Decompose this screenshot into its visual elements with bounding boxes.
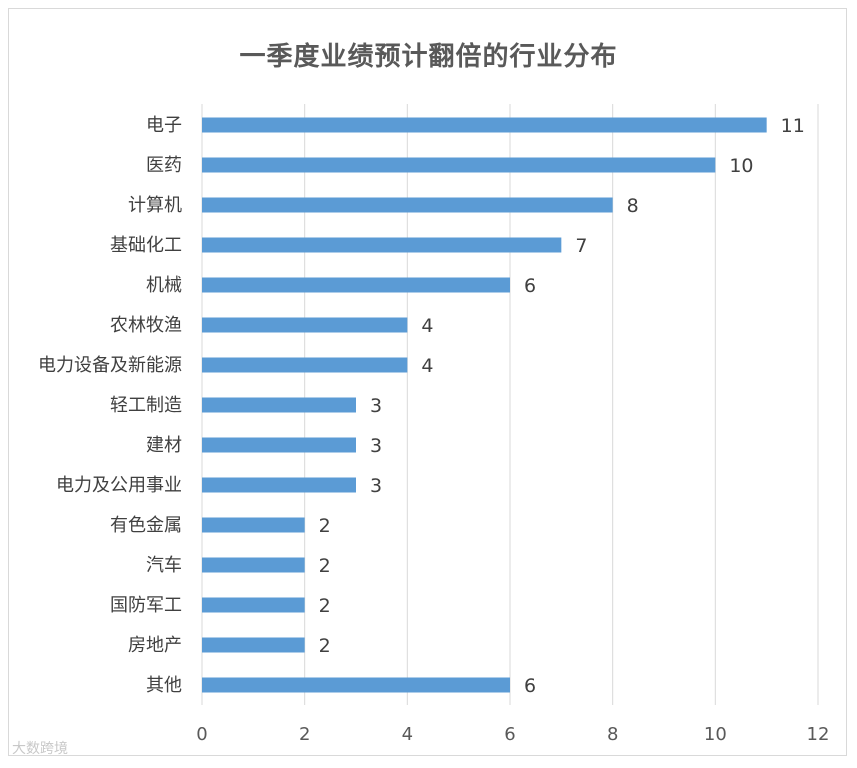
bar — [202, 157, 716, 173]
bars — [202, 117, 767, 693]
category-label: 轻工制造 — [110, 395, 182, 416]
category-label: 汽车 — [146, 555, 182, 576]
data-label: 6 — [524, 675, 536, 697]
data-label: 10 — [729, 155, 753, 177]
x-tick-labels: 0 2 4 6 8 10 12 — [196, 724, 829, 745]
bar — [202, 637, 305, 653]
category-label: 医药 — [146, 155, 182, 176]
data-label: 2 — [319, 595, 331, 617]
bar — [202, 397, 356, 413]
x-tick-label: 10 — [704, 724, 727, 745]
x-tick-label: 2 — [299, 724, 310, 745]
category-label: 建材 — [146, 435, 182, 456]
data-label: 2 — [319, 515, 331, 537]
category-label: 计算机 — [128, 195, 182, 216]
bar — [202, 317, 408, 333]
category-label: 基础化工 — [110, 235, 182, 256]
bar — [202, 597, 305, 613]
chart-title: 一季度业绩预计翻倍的行业分布 — [239, 42, 618, 72]
watermark-logo: 大数跨境 — [12, 741, 68, 757]
bar — [202, 277, 510, 293]
data-label: 3 — [370, 395, 382, 417]
x-tick-label: 0 — [196, 724, 207, 745]
data-label: 4 — [421, 355, 433, 377]
category-label: 其他 — [146, 675, 182, 696]
data-label: 2 — [319, 555, 331, 577]
chart-frame — [8, 8, 847, 756]
data-label: 2 — [319, 635, 331, 657]
bar — [202, 477, 356, 493]
bar — [202, 437, 356, 453]
bar — [202, 357, 408, 373]
data-label: 7 — [575, 235, 587, 257]
data-label: 3 — [370, 475, 382, 497]
bar — [202, 237, 562, 253]
category-label: 房地产 — [128, 635, 182, 656]
category-label: 电力及公用事业 — [56, 475, 182, 496]
value-labels: 11 10 8 7 6 4 4 3 3 3 2 2 2 2 6 — [319, 115, 805, 697]
x-tick-label: 8 — [607, 724, 618, 745]
x-tick-label: 4 — [402, 724, 413, 745]
data-label: 4 — [421, 315, 433, 337]
category-label: 有色金属 — [110, 515, 182, 536]
category-label: 国防军工 — [110, 595, 182, 616]
bar — [202, 557, 305, 573]
bar — [202, 117, 767, 133]
bar — [202, 197, 613, 213]
data-label: 8 — [627, 195, 639, 217]
category-label: 农林牧渔 — [110, 315, 182, 336]
bar — [202, 517, 305, 533]
category-label: 机械 — [146, 275, 182, 296]
data-label: 11 — [781, 115, 805, 137]
data-label: 6 — [524, 275, 536, 297]
category-label: 电力设备及新能源 — [38, 355, 182, 376]
x-tick-label: 6 — [504, 724, 515, 745]
x-tick-label: 12 — [807, 724, 830, 745]
data-label: 3 — [370, 435, 382, 457]
bar — [202, 677, 510, 693]
category-labels: 电子医药计算机基础化工机械农林牧渔电力设备及新能源轻工制造建材电力及公用事业有色… — [38, 115, 182, 696]
category-label: 电子 — [146, 115, 182, 136]
